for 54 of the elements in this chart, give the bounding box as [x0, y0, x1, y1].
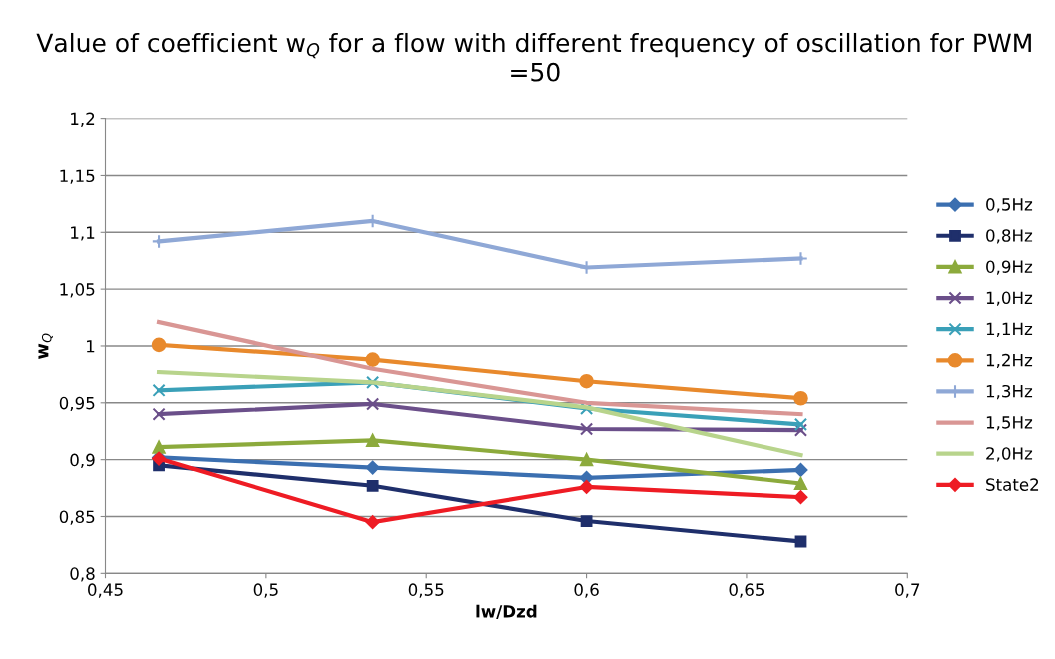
- point: [579, 401, 594, 416]
- legend-label: 0,8Hz: [986, 229, 1033, 244]
- point: [365, 515, 380, 530]
- y-tick-label: 1: [87, 340, 95, 353]
- point: [151, 337, 167, 353]
- y-tick-label: 0,9: [70, 453, 95, 468]
- point: [365, 460, 380, 475]
- legend-label: 0,5Hz: [986, 198, 1033, 213]
- line-series: [156, 320, 803, 417]
- point: [793, 476, 808, 491]
- y-tick-label: 0,95: [59, 396, 95, 412]
- legend-label: 2,0Hz: [986, 447, 1033, 462]
- y-axis-title: w$_{Q}$: [38, 333, 53, 360]
- point: [579, 422, 594, 436]
- x-tick-label: 0,6: [574, 583, 599, 598]
- point: [366, 433, 380, 447]
- x-tick-label: 0,7: [895, 583, 920, 598]
- x-axis-title: lw/Dzd: [476, 604, 537, 619]
- point: [366, 479, 379, 492]
- legend-label: 1,1Hz: [986, 322, 1033, 337]
- y-tick-label: 1,05: [60, 283, 95, 298]
- point: [152, 407, 166, 421]
- legend-label: 1,2Hz: [986, 353, 1033, 369]
- legend-label: 0,9Hz: [986, 260, 1033, 275]
- y-tick-label: 0,85: [59, 510, 95, 525]
- y-tick-label: 1,1: [71, 226, 95, 241]
- line-series: [156, 370, 803, 458]
- point: [793, 490, 808, 505]
- x-tick-label: 0,45: [88, 583, 123, 598]
- point: [366, 397, 380, 411]
- legend-label: 1,5Hz: [986, 416, 1033, 431]
- point: [793, 390, 808, 406]
- point: [152, 383, 166, 397]
- point: [366, 375, 380, 389]
- x-tick-label: 0,5: [253, 583, 278, 598]
- point: [579, 373, 594, 389]
- point: [579, 453, 594, 467]
- point: [579, 480, 594, 494]
- point: [794, 535, 807, 548]
- point: [152, 440, 166, 454]
- legend-label: 1,0Hz: [986, 291, 1033, 306]
- y-tick-label: 0,8: [70, 567, 95, 582]
- point: [793, 423, 808, 437]
- y-tick-label: 1,15: [60, 169, 95, 184]
- chart-title: Value of coefficient w$_{Q}$ for a flow with different frequency of oscillation for PWM =50: [36, 32, 1031, 82]
- x-tick-label: 0,55: [408, 583, 444, 598]
- legend-label: 1,3Hz: [986, 384, 1033, 400]
- point: [793, 417, 808, 432]
- point: [365, 352, 380, 367]
- legend-label: State2: [986, 478, 1039, 491]
- point: [580, 515, 593, 527]
- x-tick-label: 0,65: [729, 583, 765, 598]
- point: [793, 462, 808, 477]
- y-tick-label: 1,2: [71, 112, 95, 127]
